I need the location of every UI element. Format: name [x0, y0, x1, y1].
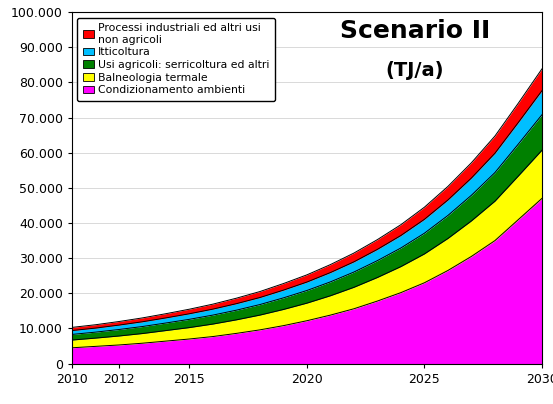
Text: Scenario II: Scenario II	[340, 19, 490, 43]
Text: (TJ/a): (TJ/a)	[386, 61, 444, 80]
Legend: Processi industriali ed altri usi
non agricoli, Itticoltura, Usi agricoli: serri: Processi industriali ed altri usi non ag…	[77, 17, 275, 101]
